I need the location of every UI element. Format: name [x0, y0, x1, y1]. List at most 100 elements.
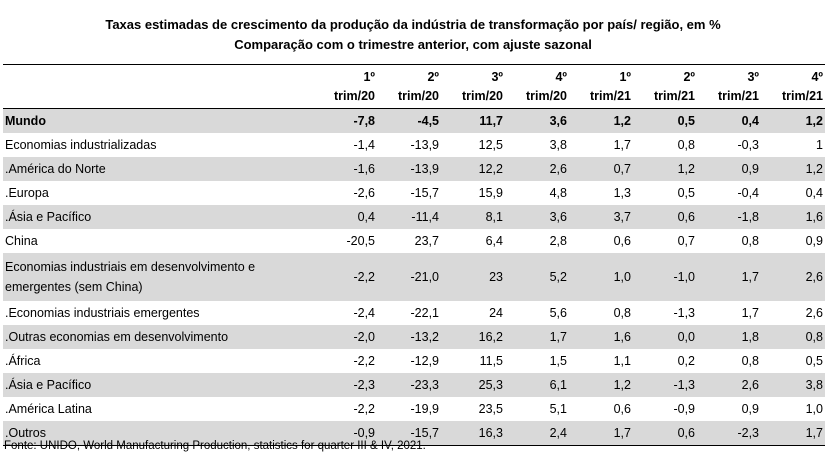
row-label: .América Latina — [5, 402, 92, 416]
value-cell: 1,5 — [549, 354, 567, 368]
value-cell: 2,8 — [549, 234, 567, 248]
value-cell: 0,5 — [677, 186, 695, 200]
value-cell: -1,0 — [633, 253, 697, 301]
value-cell: 25,3 — [441, 373, 505, 397]
value-cell: 11,7 — [441, 108, 505, 133]
table-row: .América do Norte -1,6 -13,9 12,2 2,6 0,7 1,2 0… — [3, 157, 825, 181]
value-cell: 0,4 — [313, 205, 377, 229]
table-body: Mundo -7,8 -4,5 11,7 3,6 1,2 0,5 0,4 1,2 Economia… — [3, 108, 825, 446]
value-cell: 1,2 — [633, 157, 697, 181]
value-cell: 1,7 — [761, 421, 825, 446]
value-cell: 6,4 — [485, 234, 503, 248]
value-cell: -2,3 — [697, 421, 761, 446]
value-cell: 11,5 — [479, 354, 503, 368]
column-header: 1º trim/21 — [569, 65, 633, 109]
value-cell: 23,5 — [478, 402, 503, 416]
value-cell: 6,1 — [505, 373, 569, 397]
table-row: .Economias industriais emergentes -2,4 -22… — [3, 301, 825, 325]
value-cell: -22,1 — [410, 306, 440, 320]
table-row: Mundo -7,8 -4,5 11,7 3,6 1,2 0,5 0,4 1,2 — [3, 108, 825, 133]
value-cell: 3,8 — [761, 373, 825, 397]
value-cell: 2,6 — [761, 253, 825, 301]
value-cell: 16,2 — [441, 325, 505, 349]
row-label: .Economias industriais emergentes — [5, 306, 200, 320]
value-cell: -23,3 — [377, 373, 441, 397]
row-label: Economias industriais em desenvolvimento… — [3, 253, 313, 301]
value-cell: 1,8 — [697, 325, 761, 349]
value-cell: 12,5 — [478, 138, 503, 152]
value-cell: 0,4 — [805, 186, 823, 200]
column-header-quarter: 2º — [683, 70, 695, 84]
column-header-quarter: 4º — [555, 70, 567, 84]
column-header-year: trim/20 — [334, 89, 375, 103]
value-cell: -2,4 — [353, 306, 375, 320]
column-header: 4º trim/20 — [505, 65, 569, 109]
column-header-year: trim/21 — [590, 89, 631, 103]
value-cell: -2,3 — [313, 373, 377, 397]
value-cell: 8,1 — [441, 205, 505, 229]
value-cell: 3,6 — [505, 205, 569, 229]
value-cell: -2,6 — [353, 186, 375, 200]
value-cell: 24 — [489, 306, 503, 320]
row-label: .Europa — [5, 186, 49, 200]
value-cell: -2,2 — [353, 402, 375, 416]
value-cell: -2,0 — [313, 325, 377, 349]
value-cell: 4,8 — [549, 186, 567, 200]
value-cell: 0,8 — [677, 138, 695, 152]
value-cell: 5,2 — [505, 253, 569, 301]
value-cell: -0,3 — [737, 138, 759, 152]
value-cell: 23,7 — [414, 234, 439, 248]
value-cell: 0,6 — [613, 234, 631, 248]
value-cell: 3,7 — [569, 205, 633, 229]
table-row: .Outros -0,9 -15,7 16,3 2,4 1,7 0,6 -2,3 1,7 — [3, 421, 825, 446]
table-row: .Ásia e Pacífico 0,4 -11,4 8,1 3,6 3,7 0,6 -1,8… — [3, 205, 825, 229]
column-header-year: trim/20 — [398, 89, 439, 103]
value-cell: 1,6 — [569, 325, 633, 349]
table-row: .Europa -2,6 -15,7 15,9 4,8 1,3 0,5 -0,4 0,4 — [3, 181, 825, 205]
value-cell: -2,2 — [313, 253, 377, 301]
column-header: 3º trim/20 — [441, 65, 505, 109]
table-row: .África -2,2 -12,9 11,5 1,5 1,1 0,2 0,8 0,5 — [3, 349, 825, 373]
value-cell: 1,7 — [697, 253, 761, 301]
value-cell: 1,3 — [613, 186, 631, 200]
value-cell: -15,7 — [377, 421, 441, 446]
source-note: Fonte: UNIDO, World Manufacturing Produc… — [4, 440, 426, 452]
row-label: .Ásia e Pacífico — [3, 373, 313, 397]
table-subtitle: Comparação com o trimestre anterior, com… — [234, 37, 592, 52]
value-cell: -12,9 — [410, 354, 440, 368]
value-cell: -4,5 — [377, 108, 441, 133]
column-header-year: trim/21 — [782, 89, 823, 103]
column-header: 4º trim/21 — [761, 65, 825, 109]
row-label: Mundo — [3, 108, 313, 133]
column-header-year: trim/21 — [654, 89, 695, 103]
column-header-quarter: 3º — [747, 70, 759, 84]
value-cell: 15,9 — [478, 186, 503, 200]
column-header-quarter: 1º — [363, 70, 375, 84]
table-row: .América Latina -2,2 -19,9 23,5 5,1 0,6 -0,9 0,… — [3, 397, 825, 421]
column-header-year: trim/20 — [462, 89, 503, 103]
value-cell: -2,2 — [353, 354, 375, 368]
value-cell: 12,2 — [441, 157, 505, 181]
value-cell: -1,3 — [633, 373, 697, 397]
value-cell: 0,9 — [805, 234, 823, 248]
row-label: .Outros — [3, 421, 313, 446]
value-cell: 0,7 — [569, 157, 633, 181]
value-cell: 0,8 — [741, 234, 759, 248]
value-cell: 0,7 — [677, 234, 695, 248]
column-header: 3º trim/21 — [697, 65, 761, 109]
value-cell: 0,8 — [761, 325, 825, 349]
value-cell: 1,1 — [613, 354, 631, 368]
value-cell: 16,3 — [441, 421, 505, 446]
value-cell: 0,6 — [633, 205, 697, 229]
value-cell: 5,6 — [549, 306, 567, 320]
value-cell: 3,6 — [505, 108, 569, 133]
header-blank — [3, 65, 313, 109]
column-header: 1º trim/20 — [313, 65, 377, 109]
value-cell: 23 — [441, 253, 505, 301]
column-header-quarter: 3º — [491, 70, 503, 84]
value-cell: -13,9 — [377, 157, 441, 181]
value-cell: -0,9 — [313, 421, 377, 446]
value-cell: -1,4 — [353, 138, 375, 152]
value-cell: 1,0 — [569, 253, 633, 301]
row-label: .Ásia e Pacífico — [3, 205, 313, 229]
